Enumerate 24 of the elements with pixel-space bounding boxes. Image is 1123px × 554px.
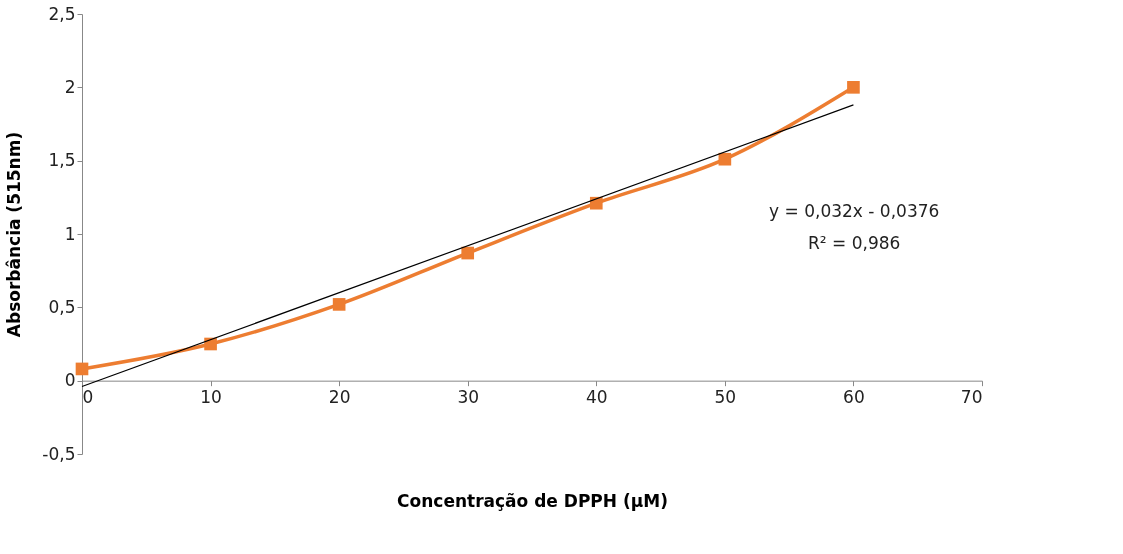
x-tick-label: 30 [457, 387, 480, 408]
annotation: R² = 0,986 [808, 233, 901, 253]
point [75, 362, 89, 376]
x-tick-label: 70 [960, 387, 983, 408]
x-tick-label: 60 [843, 387, 865, 408]
point [332, 298, 346, 311]
y-tick-label: 2 [64, 76, 76, 97]
y-tick-label: 1 [64, 223, 76, 244]
y-axis-title: Absorbância (515nm) [4, 131, 25, 338]
y-tick-label: 1,5 [48, 150, 76, 171]
x-axis-title: Concentração de DPPH (µM) [397, 490, 668, 511]
x-tick-label: 50 [714, 387, 737, 408]
y-tick-label: -0,5 [42, 443, 76, 464]
y-tick-label: 0,5 [48, 296, 76, 317]
x-tick-label: 40 [585, 387, 608, 408]
x-tick-label: 10 [200, 387, 222, 408]
point [461, 246, 475, 260]
point [847, 81, 860, 94]
annotation: y = 0,032x - 0,0376 [769, 201, 940, 221]
point [718, 152, 732, 166]
y-tick-label: 2,5 [48, 3, 76, 24]
x-tick-label: 0 [82, 387, 94, 408]
y-tick-label: 0 [64, 370, 76, 391]
x-tick-label: 20 [328, 387, 351, 408]
